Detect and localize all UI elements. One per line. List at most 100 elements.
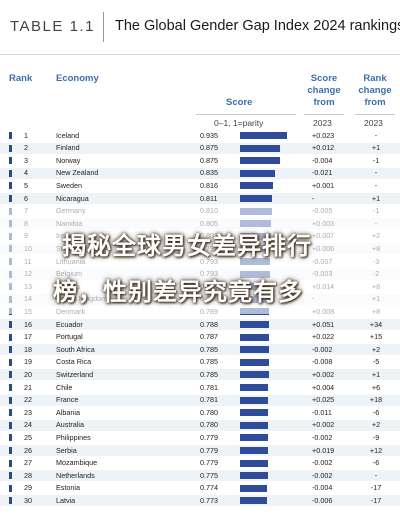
rank-marker (9, 409, 12, 417)
economy-cell: Netherlands (56, 470, 95, 480)
rank-change-cell: -5 (372, 357, 380, 367)
rank-cell: 18 (24, 344, 32, 354)
rank-cell: 22 (24, 395, 32, 405)
score-change-cell: - (312, 193, 315, 203)
score-cell: 0.785 (200, 369, 218, 379)
economy-cell: Philippines (56, 432, 91, 442)
score-bar (240, 346, 269, 354)
score-bar (240, 169, 275, 177)
score-bar (240, 321, 270, 328)
score-change-cell: +0.012 (312, 143, 335, 153)
score-bar (240, 195, 272, 202)
score-change-cell: -0.011 (312, 407, 332, 417)
rank-cell: 16 (24, 319, 32, 329)
table-row: 20 Switzerland 0.785 +0.002 +1 (0, 369, 400, 381)
table-row: 24 Australia 0.780 +0.002 +2 (0, 419, 400, 431)
rank-cell: 25 (24, 432, 32, 442)
score-column-header: Score (226, 97, 253, 108)
score-cell: 0.835 (200, 168, 218, 178)
rank-change-cell: +1 (371, 369, 381, 379)
parity-note: 0–1, 1=parity (214, 118, 264, 128)
rank-marker (9, 472, 12, 480)
rank-change-cell: - (374, 168, 378, 178)
rank-change-cell: -6 (372, 407, 380, 417)
rank-marker (9, 371, 12, 379)
economy-cell: New Zealand (56, 168, 99, 178)
score-change-cell: +0.002 (312, 420, 335, 430)
score-cell: 0.787 (200, 332, 218, 342)
rank-marker (9, 346, 12, 354)
rank-cell: 24 (24, 420, 32, 430)
score-change-cell: -0.002 (312, 458, 333, 468)
table-row: 26 Serbia 0.779 +0.019 +12 (0, 445, 400, 457)
table-row: 30 Latvia 0.773 -0.006 -17 (0, 495, 400, 507)
table-label: TABLE 1.1 (10, 18, 95, 35)
rank-marker (9, 195, 12, 202)
score-change-cell: -0.021 (312, 168, 333, 178)
table-title: The Global Gender Gap Index 2024 ranking… (115, 18, 400, 34)
rank-cell: 3 (24, 155, 28, 165)
table-row: 17 Portugal 0.787 +0.022 +15 (0, 332, 400, 343)
economy-cell: Serbia (56, 445, 77, 455)
economy-cell: Chile (56, 382, 73, 392)
score-cell: 0.785 (200, 344, 218, 354)
score-change-cell: +0.002 (312, 369, 335, 379)
table-row: 18 South Africa 0.785 -0.002 +2 (0, 344, 400, 356)
score-subhead-rule (196, 114, 296, 115)
score-bar (240, 409, 269, 417)
rank-marker (9, 182, 12, 190)
score-bar (240, 459, 268, 467)
score-bar (240, 333, 269, 341)
score-bar (240, 484, 268, 492)
score-change-cell: -0.004 (312, 155, 333, 165)
score-bar (240, 182, 273, 190)
economy-cell: Latvia (56, 495, 76, 505)
banner-headline-line-2: 榜，性别差异究竟有多 (53, 278, 303, 306)
score-cell: 0.779 (200, 458, 218, 468)
rank-cell: 5 (24, 180, 28, 190)
banner-overlay (0, 207, 400, 314)
rank-marker (9, 358, 12, 366)
score-cell: 0.774 (200, 483, 218, 493)
rank-marker (9, 434, 12, 442)
rank-change-cell: +2 (371, 420, 381, 430)
score-cell: 0.781 (200, 395, 218, 405)
score-change-cell: -0.002 (312, 344, 333, 354)
rank-cell: 6 (24, 193, 28, 203)
rank-marker (9, 384, 12, 391)
table-row: 1 Iceland 0.935 +0.023 - (0, 130, 400, 141)
rank-change-cell: -6 (372, 458, 380, 468)
banner-headline-line-1: 揭秘全球男女差异排行 (62, 232, 312, 260)
score-change-subhead-rule (304, 114, 344, 115)
rank-change-cell: -17 (370, 495, 382, 505)
table-header: TABLE 1.1 The Global Gender Gap Index 20… (0, 0, 400, 54)
economy-cell: Estonia (56, 483, 80, 493)
score-bar (240, 157, 280, 165)
rank-change-cell: - (374, 470, 378, 480)
score-bar (240, 447, 268, 454)
economy-cell: Sweden (56, 180, 82, 190)
economy-cell: Norway (56, 155, 81, 165)
rank-change-cell: -9 (372, 432, 380, 442)
rank-marker (9, 497, 12, 505)
economy-cell: Finland (56, 143, 80, 153)
economy-cell: Albania (56, 407, 80, 417)
score-cell: 0.779 (200, 445, 218, 455)
rank-change-cell: -1 (372, 155, 380, 165)
score-bar (240, 497, 268, 505)
score-change-cell: +0.004 (312, 382, 335, 392)
rank-cell: 28 (24, 470, 32, 480)
rank-marker (9, 132, 12, 139)
rank-marker (9, 144, 12, 152)
score-bar (240, 384, 269, 391)
score-cell: 0.875 (200, 155, 218, 165)
rank-marker (9, 169, 12, 177)
economy-cell: South Africa (56, 344, 95, 354)
rank-change-cell: - (374, 180, 378, 190)
score-cell: 0.779 (200, 432, 218, 442)
score-change-cell: -0.004 (312, 483, 333, 493)
score-bar (240, 358, 269, 366)
score-bar (240, 371, 269, 379)
table-row: 5 Sweden 0.816 +0.001 - (0, 180, 400, 191)
score-bar (240, 132, 288, 139)
